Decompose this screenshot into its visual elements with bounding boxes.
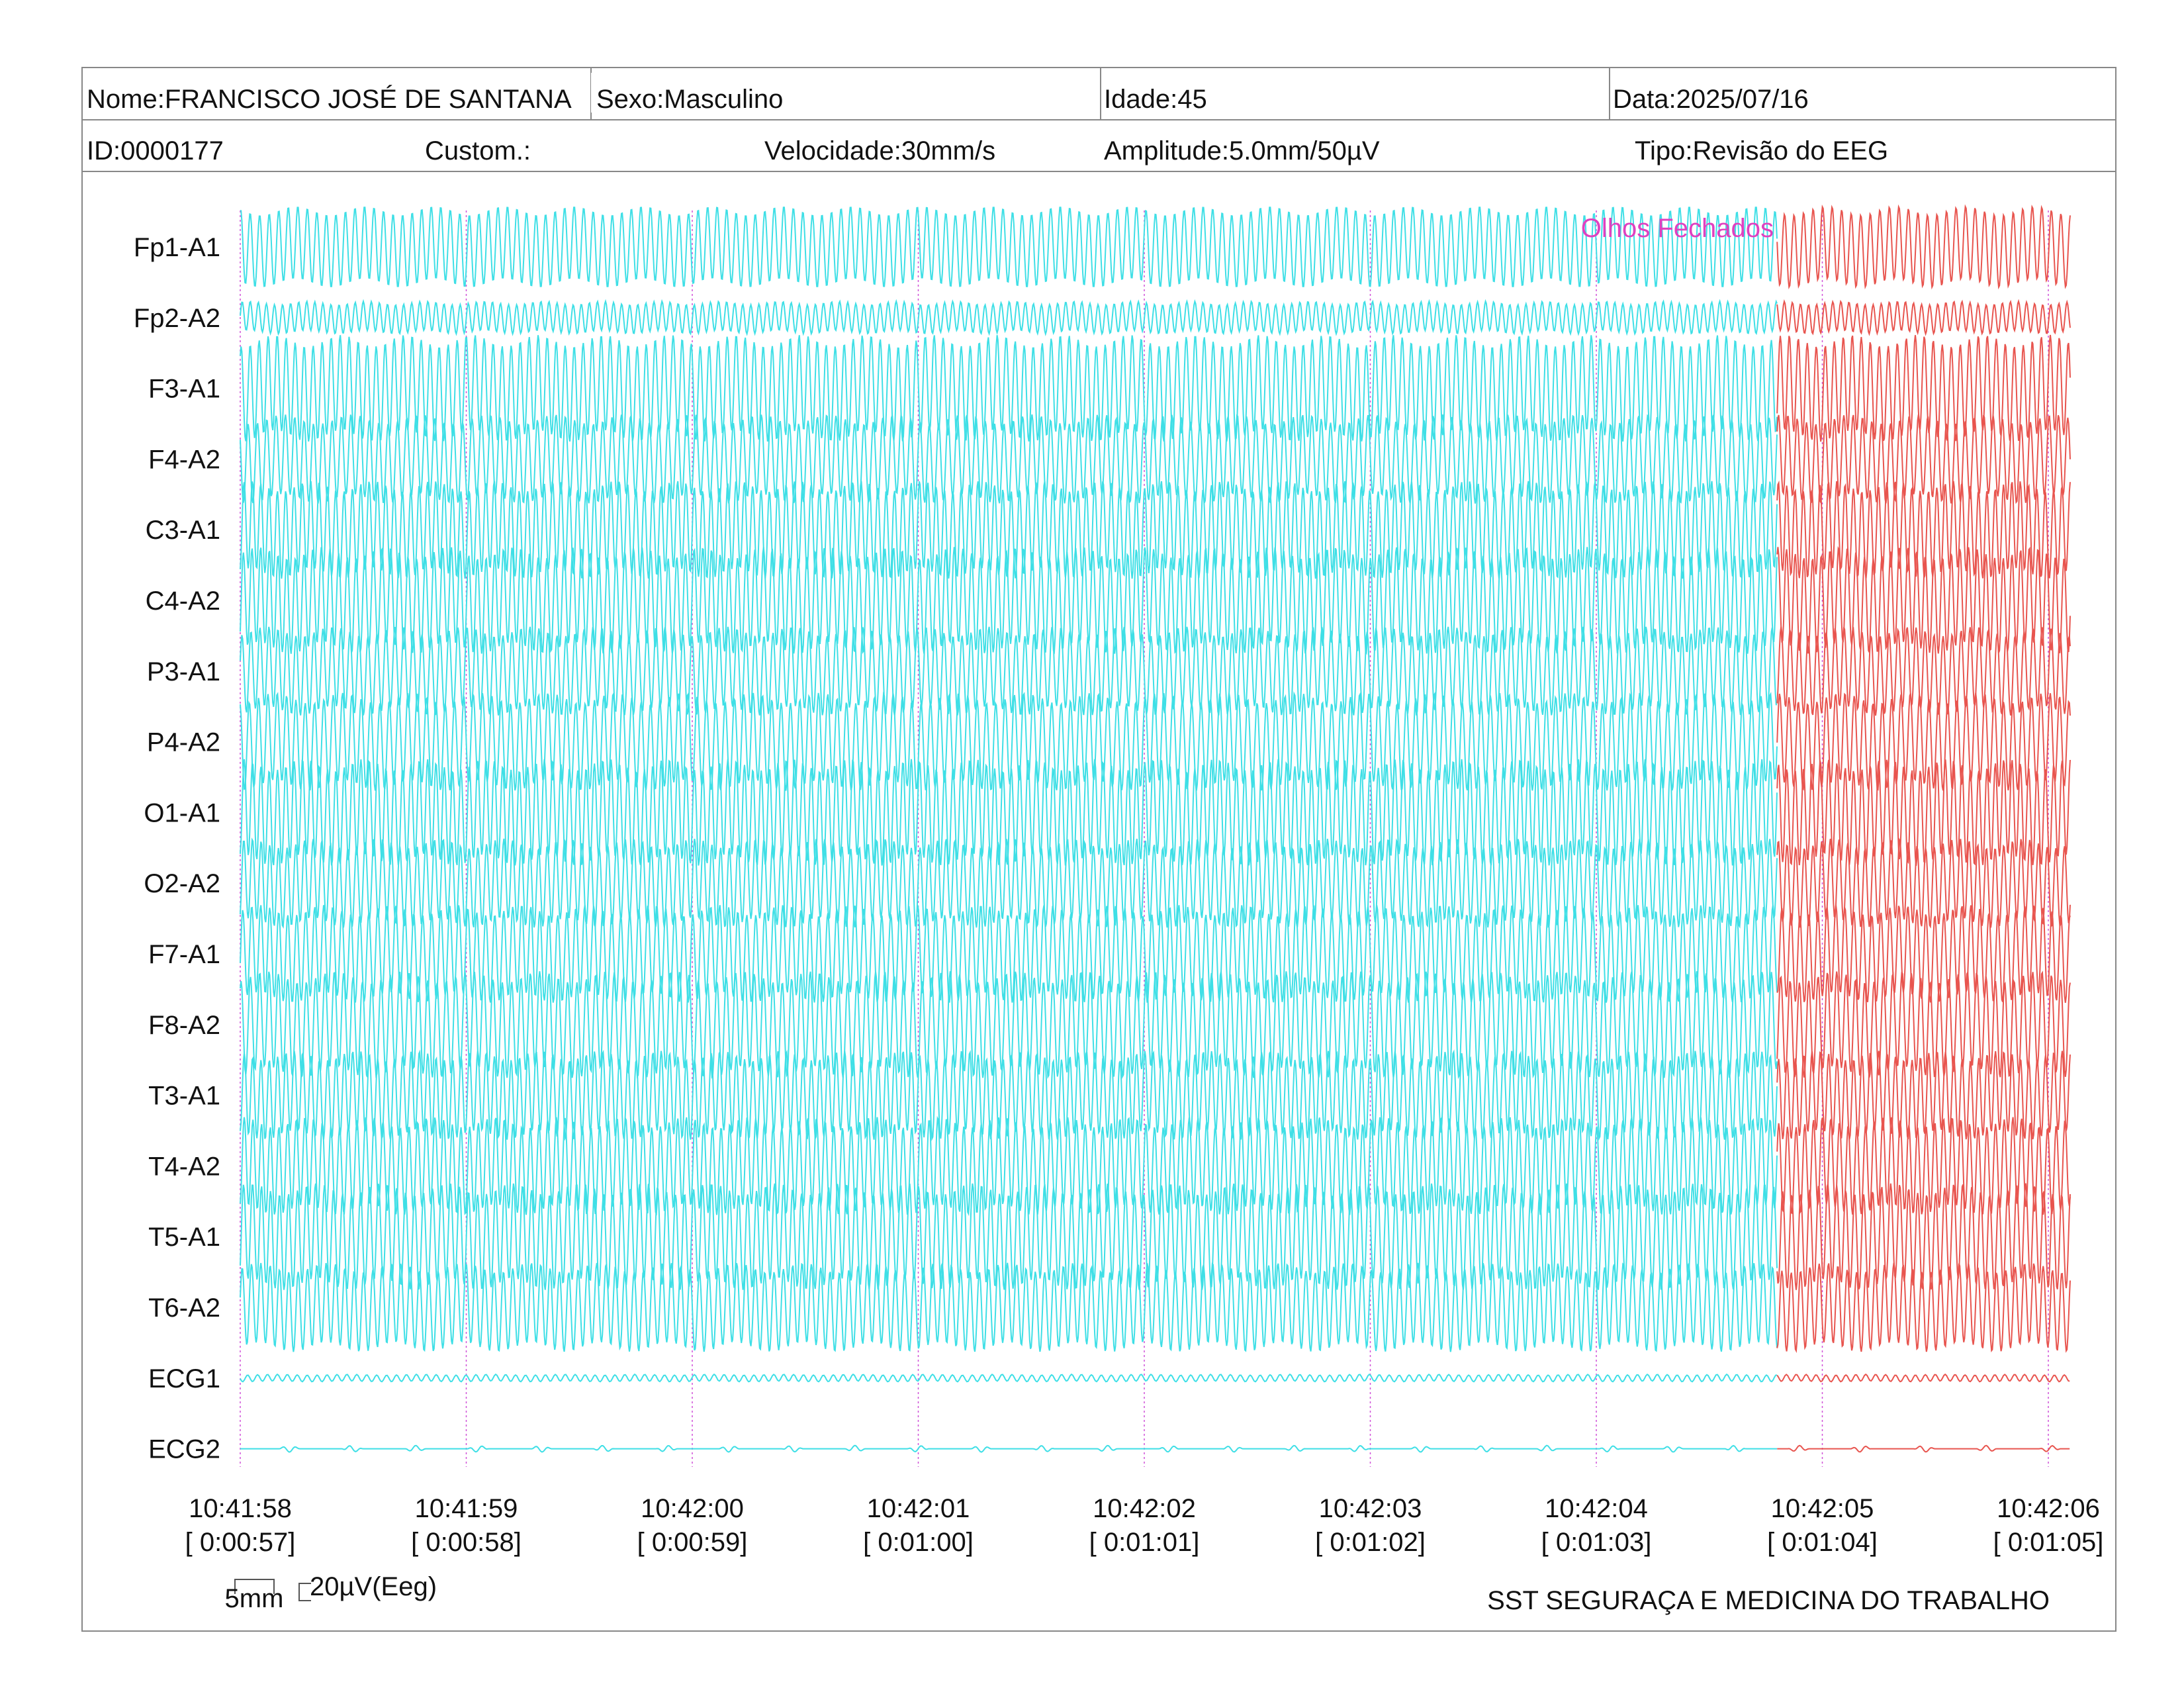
time-tick-elapsed: [ 0:00:59]	[637, 1528, 748, 1557]
channel-label: T6-A2	[148, 1293, 220, 1323]
channel-label: T4-A2	[148, 1152, 220, 1181]
channel-trace	[240, 971, 1778, 1080]
channel-trace	[240, 299, 1778, 336]
patient-age: Idade:45	[1104, 85, 1207, 114]
time-tick-clock: 10:42:01	[867, 1494, 970, 1523]
channel-trace	[240, 1262, 1778, 1352]
recording-amplitude: Amplitude:5.0mm/50µV	[1104, 136, 1380, 165]
channel-trace	[240, 837, 1778, 929]
exam-date: Data:2025/07/16	[1613, 85, 1809, 114]
report-frame	[81, 67, 2116, 1632]
channel-label: T3-A1	[148, 1082, 220, 1111]
time-tick-elapsed: [ 0:01:03]	[1541, 1528, 1652, 1557]
time-tick-elapsed: [ 0:01:05]	[1993, 1528, 2104, 1557]
time-tick-clock: 10:41:58	[189, 1494, 292, 1523]
time-tick-elapsed: [ 0:00:58]	[411, 1528, 522, 1557]
time-tick-clock: 10:42:05	[1771, 1494, 1874, 1523]
time-tick-elapsed: [ 0:01:01]	[1089, 1528, 1200, 1557]
channel-trace	[240, 1115, 1778, 1217]
channel-trace	[1776, 1051, 2071, 1140]
amplitude-scale-label: 20µV(Eeg)	[310, 1572, 437, 1601]
channel-trace	[1776, 545, 2071, 654]
channel-label: T5-A1	[148, 1223, 220, 1252]
time-axis: 10:41:58 [ 0:00:57] 10:41:59 [ 0:00:58] 10:4…	[185, 1494, 2104, 1557]
channel-trace	[1776, 1262, 2071, 1354]
custom-field: Custom.:	[425, 136, 531, 165]
channel-label: Fp1-A1	[134, 233, 220, 262]
channel-trace	[240, 546, 1778, 655]
channel-label: P3-A1	[147, 657, 220, 686]
channel-label: Fp2-A2	[134, 304, 220, 333]
channel-label: ECG1	[148, 1364, 220, 1393]
eeg-traces	[240, 204, 2071, 1453]
channel-trace	[1776, 970, 2071, 1078]
patient-name: Nome:FRANCISCO JOSÉ DE SANTANA	[87, 84, 572, 114]
channel-label: ECG2	[148, 1435, 220, 1464]
exam-type: Tipo:Revisão do EEG	[1635, 136, 1888, 165]
channel-trace	[240, 1183, 1778, 1290]
time-tick-clock: 10:41:59	[415, 1494, 518, 1523]
patient-sex: Sexo:Masculino	[596, 85, 783, 114]
channel-trace	[1776, 692, 2071, 791]
channel-trace	[1776, 904, 2071, 1004]
channel-label: O1-A1	[144, 798, 220, 827]
channel-trace	[1776, 334, 2071, 442]
scale-bar	[234, 1579, 311, 1601]
channel-trace	[1777, 1444, 2070, 1453]
time-tick-elapsed: [ 0:01:00]	[863, 1528, 974, 1557]
channel-trace	[240, 691, 1778, 791]
time-tick-clock: 10:42:03	[1319, 1494, 1422, 1523]
channel-trace	[240, 207, 1778, 287]
channel-trace	[240, 1444, 1777, 1453]
channel-trace	[1776, 626, 2071, 716]
channel-trace	[1776, 759, 2071, 867]
time-scale-label: 5mm	[225, 1584, 284, 1613]
time-tick-clock: 10:42:02	[1093, 1494, 1196, 1523]
channel-trace	[1776, 414, 2071, 505]
channel-trace	[240, 905, 1778, 1003]
header-row-1: Nome:FRANCISCO JOSÉ DE SANTANA Sexo:Masc…	[87, 73, 1809, 114]
time-tick-clock: 10:42:04	[1545, 1494, 1648, 1523]
channel-trace	[240, 481, 1778, 579]
channel-trace	[1776, 204, 2071, 290]
recording-speed: Velocidade:30mm/s	[764, 136, 995, 165]
channel-labels: Fp1-A1 Fp2-A2 F3-A1 F4-A2 C3-A1 C4-A2 P3-A1 P4-…	[134, 233, 220, 1464]
footer-company: SST SEGURAÇA E MEDICINA DO TRABALHO	[1487, 1586, 2050, 1615]
time-tick-elapsed: [ 0:00:57]	[185, 1528, 296, 1557]
patient-id: ID:0000177	[87, 136, 224, 165]
time-tick-clock: 10:42:06	[1997, 1494, 2100, 1523]
time-tick-elapsed: [ 0:01:02]	[1315, 1528, 1426, 1557]
channel-label: F8-A2	[148, 1011, 220, 1040]
channel-label: C4-A2	[146, 586, 220, 616]
event-annotation: Olhos Fechados	[1581, 214, 1774, 243]
channel-trace	[1776, 1373, 2070, 1383]
header-row-2: ID:0000177 Custom.: Velocidade:30mm/s Am…	[87, 136, 1888, 165]
channel-trace	[1776, 1183, 2071, 1290]
channel-trace	[240, 414, 1778, 504]
channel-label: C3-A1	[146, 516, 220, 545]
channel-trace	[240, 626, 1777, 716]
channel-label: P4-A2	[147, 728, 220, 757]
channel-trace	[240, 1049, 1778, 1141]
channel-trace	[240, 759, 1778, 866]
channel-trace	[1776, 299, 2071, 336]
channel-trace	[240, 1373, 1778, 1383]
time-tick-elapsed: [ 0:01:04]	[1767, 1528, 1878, 1557]
channel-label: F7-A1	[148, 940, 220, 969]
header-table	[82, 68, 2116, 172]
channel-label: O2-A2	[144, 869, 220, 898]
time-tick-clock: 10:42:00	[641, 1494, 744, 1523]
channel-trace	[240, 335, 1778, 442]
channel-label: F4-A2	[148, 445, 220, 474]
channel-label: F3-A1	[148, 375, 220, 404]
